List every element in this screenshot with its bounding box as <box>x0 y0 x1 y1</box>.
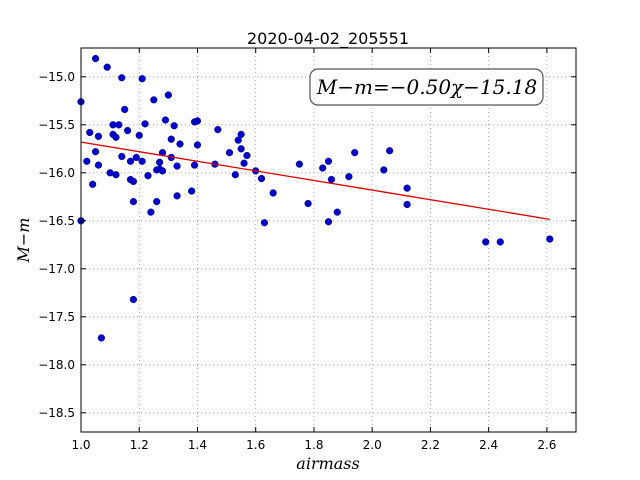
data-point <box>97 334 105 342</box>
data-point <box>243 151 251 160</box>
data-point <box>132 153 140 162</box>
data-point <box>496 238 504 246</box>
data-point <box>240 159 248 167</box>
x-axis-ticks: 1.0 1.2 1.4 1.6 1.8 2.0 2.2 2.4 2.6 <box>71 48 556 452</box>
data-point <box>546 235 554 243</box>
data-point <box>237 145 245 153</box>
data-point <box>173 162 181 170</box>
y-axis-ticks: −15.0 −15.5 −16.0 −16.5 −17.0 −17.5 −18.0 −18.5 <box>38 70 576 420</box>
data-point <box>351 149 359 157</box>
chart-title: 2020-04-02_205551 <box>247 29 409 49</box>
data-point <box>167 135 175 143</box>
y-tick-label: −18.5 <box>38 406 75 420</box>
x-tick-label: 2.0 <box>363 438 382 452</box>
plot-area <box>80 47 577 433</box>
data-point <box>118 74 126 82</box>
data-point <box>380 166 388 174</box>
data-point <box>138 157 146 165</box>
data-point <box>115 121 123 129</box>
y-tick-label: −17.0 <box>38 262 75 276</box>
y-tick-label: −16.5 <box>38 214 75 228</box>
x-tick-label: 1.2 <box>130 438 149 452</box>
x-tick-label: 2.6 <box>537 438 556 452</box>
data-point <box>118 152 126 161</box>
fit-equation-text: M−m=−0.50χ−15.18 <box>316 75 537 99</box>
data-point <box>129 177 138 186</box>
data-point <box>161 116 170 124</box>
data-point <box>327 175 336 184</box>
data-point <box>319 164 327 172</box>
data-point <box>324 218 333 226</box>
x-tick-label: 1.8 <box>304 438 323 452</box>
data-point <box>257 174 266 183</box>
data-point <box>170 122 178 130</box>
data-point <box>150 96 158 104</box>
data-point <box>345 173 353 181</box>
data-point <box>176 140 184 148</box>
data-point <box>304 199 312 208</box>
data-point <box>91 148 100 156</box>
y-tick-label: −17.5 <box>38 310 75 324</box>
data-point <box>386 147 394 155</box>
x-axis-label: airmass <box>296 454 359 473</box>
data-point <box>126 157 135 165</box>
y-tick-label: −15.5 <box>38 118 75 132</box>
data-point <box>94 132 103 140</box>
data-point <box>164 91 172 99</box>
data-point <box>83 157 91 165</box>
x-tick-label: 2.2 <box>421 438 440 452</box>
data-point <box>144 172 152 180</box>
y-tick-label: −18.0 <box>38 358 75 372</box>
data-point <box>403 184 411 192</box>
data-point <box>123 126 132 135</box>
data-point <box>225 149 234 157</box>
data-point <box>193 141 202 149</box>
data-point <box>138 75 146 83</box>
data-point <box>403 200 411 209</box>
x-tick-label: 2.4 <box>479 438 498 452</box>
data-point <box>103 63 111 71</box>
y-tick-label: −16.0 <box>38 166 75 180</box>
x-tick-label: 1.6 <box>246 438 265 452</box>
data-point <box>269 189 277 197</box>
data-point <box>234 136 242 144</box>
data-point <box>94 161 103 169</box>
y-axis-label: M−m <box>14 218 33 264</box>
data-point <box>214 126 222 134</box>
data-point <box>324 157 333 165</box>
data-point <box>295 160 303 168</box>
data-point <box>112 133 120 141</box>
data-point <box>147 208 155 216</box>
data-point <box>156 158 164 166</box>
data-point <box>237 130 245 139</box>
data-point <box>333 208 341 216</box>
data-point <box>135 131 143 139</box>
data-point <box>260 219 269 227</box>
data-point <box>158 167 167 175</box>
y-tick-label: −15.0 <box>38 70 75 84</box>
data-point <box>231 171 239 179</box>
fit-line <box>80 141 550 221</box>
x-tick-label: 1.4 <box>188 438 207 452</box>
fit-equation-box: M−m=−0.50χ−15.18 <box>309 68 544 106</box>
data-point <box>121 105 129 114</box>
data-point <box>141 120 149 128</box>
data-point <box>89 180 97 188</box>
x-tick-label: 1.0 <box>71 438 90 452</box>
data-point <box>129 198 138 206</box>
data-point <box>173 192 181 200</box>
data-point <box>112 171 120 179</box>
data-point <box>482 238 490 246</box>
data-point <box>153 198 161 206</box>
data-point <box>86 128 94 137</box>
fit-line-group <box>80 141 550 221</box>
data-point <box>188 187 196 195</box>
data-point <box>193 117 202 125</box>
data-point <box>91 54 100 63</box>
data-point <box>190 161 199 169</box>
data-point <box>129 295 138 304</box>
